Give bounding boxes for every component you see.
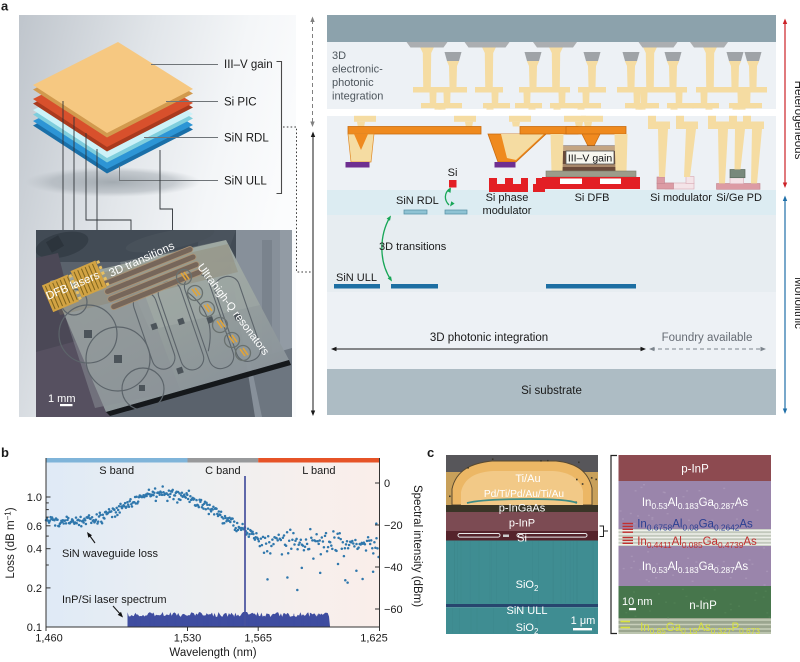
svg-text:III–V gain: III–V gain — [568, 153, 613, 165]
svg-text:SiN ULL: SiN ULL — [224, 176, 267, 188]
svg-text:In0.4411Al0.085Ga0.4739As: In0.4411Al0.085Ga0.4739As — [637, 536, 757, 550]
svg-text:−20: −20 — [384, 520, 403, 532]
svg-text:S band: S band — [99, 465, 134, 477]
svg-text:SiO2: SiO2 — [516, 579, 539, 593]
svg-text:b: b — [1, 445, 9, 460]
svg-text:SiO2: SiO2 — [516, 622, 539, 636]
svg-text:modulator: modulator — [483, 205, 532, 217]
svg-text:Heterogeneous: Heterogeneous — [792, 81, 800, 160]
svg-text:In0.53Al0.183Ga0.287As: In0.53Al0.183Ga0.287As — [642, 497, 749, 511]
svg-text:photonic: photonic — [332, 77, 374, 89]
svg-text:n-InP: n-InP — [689, 600, 717, 612]
svg-text:Si phase: Si phase — [486, 192, 529, 204]
svg-text:III–V gain: III–V gain — [224, 59, 273, 71]
svg-text:Spectral intensity (dBm): Spectral intensity (dBm) — [411, 485, 423, 607]
svg-text:1 μm: 1 μm — [571, 615, 596, 627]
svg-text:3D transitions: 3D transitions — [379, 241, 447, 253]
svg-text:1,530: 1,530 — [174, 633, 202, 645]
svg-text:electronic-: electronic- — [332, 64, 383, 76]
svg-text:0.1: 0.1 — [27, 622, 42, 634]
svg-text:p-InP: p-InP — [681, 464, 709, 476]
svg-text:−60: −60 — [384, 604, 403, 616]
svg-text:Si PIC: Si PIC — [224, 97, 257, 109]
svg-text:SiN RDL: SiN RDL — [224, 133, 269, 145]
svg-text:In0.85Ga0.15As0.327P0.673: In0.85Ga0.15As0.327P0.673 — [640, 622, 760, 636]
svg-text:0.6: 0.6 — [27, 521, 42, 533]
svg-text:Si substrate: Si substrate — [521, 385, 582, 397]
svg-text:SiN RDL: SiN RDL — [396, 195, 439, 207]
svg-text:SiN waveguide loss: SiN waveguide loss — [62, 548, 158, 560]
svg-text:Monolithic: Monolithic — [792, 277, 800, 329]
svg-text:Foundry available: Foundry available — [662, 332, 753, 344]
svg-text:Si: Si — [517, 533, 527, 545]
svg-text:L band: L band — [302, 465, 335, 477]
svg-text:a: a — [1, 0, 9, 14]
svg-text:0.4: 0.4 — [27, 544, 42, 556]
svg-text:1 mm: 1 mm — [48, 393, 76, 405]
svg-text:Wavelength (nm): Wavelength (nm) — [169, 647, 256, 659]
svg-text:1.0: 1.0 — [27, 492, 42, 504]
svg-text:3D photonic integration: 3D photonic integration — [430, 332, 548, 344]
svg-text:Ti/Au: Ti/Au — [515, 473, 540, 485]
svg-text:Loss (dB m−1): Loss (dB m−1) — [4, 507, 18, 578]
svg-text:SiN ULL: SiN ULL — [507, 605, 548, 617]
svg-text:1,565: 1,565 — [244, 633, 272, 645]
svg-text:0.2: 0.2 — [27, 583, 42, 595]
svg-text:0: 0 — [384, 478, 390, 490]
svg-text:Si modulator: Si modulator — [650, 192, 712, 204]
svg-text:p-InGaAs: p-InGaAs — [499, 503, 546, 515]
svg-text:In0.53Al0.183Ga0.287As: In0.53Al0.183Ga0.287As — [642, 561, 749, 575]
svg-text:c: c — [427, 445, 434, 460]
svg-text:integration: integration — [332, 91, 383, 103]
svg-text:SiN ULL: SiN ULL — [336, 272, 377, 284]
svg-text:C band: C band — [205, 465, 240, 477]
svg-text:Si/Ge PD: Si/Ge PD — [716, 192, 762, 204]
svg-text:1,460: 1,460 — [35, 633, 63, 645]
svg-text:Pd/Ti/Pd/Au/Ti/Au: Pd/Ti/Pd/Au/Ti/Au — [484, 489, 564, 500]
svg-text:Si DFB: Si DFB — [575, 192, 610, 204]
svg-text:1,625: 1,625 — [360, 633, 388, 645]
svg-text:−40: −40 — [384, 562, 403, 574]
svg-text:InP/Si laser spectrum: InP/Si laser spectrum — [62, 594, 167, 606]
svg-text:p-InP: p-InP — [509, 518, 535, 530]
svg-text:10 nm: 10 nm — [622, 596, 653, 608]
svg-text:In0.6758Al0.08Ga0.2642As: In0.6758Al0.08Ga0.2642As — [637, 519, 753, 533]
svg-text:Si: Si — [448, 167, 458, 179]
svg-text:3D: 3D — [332, 50, 346, 62]
